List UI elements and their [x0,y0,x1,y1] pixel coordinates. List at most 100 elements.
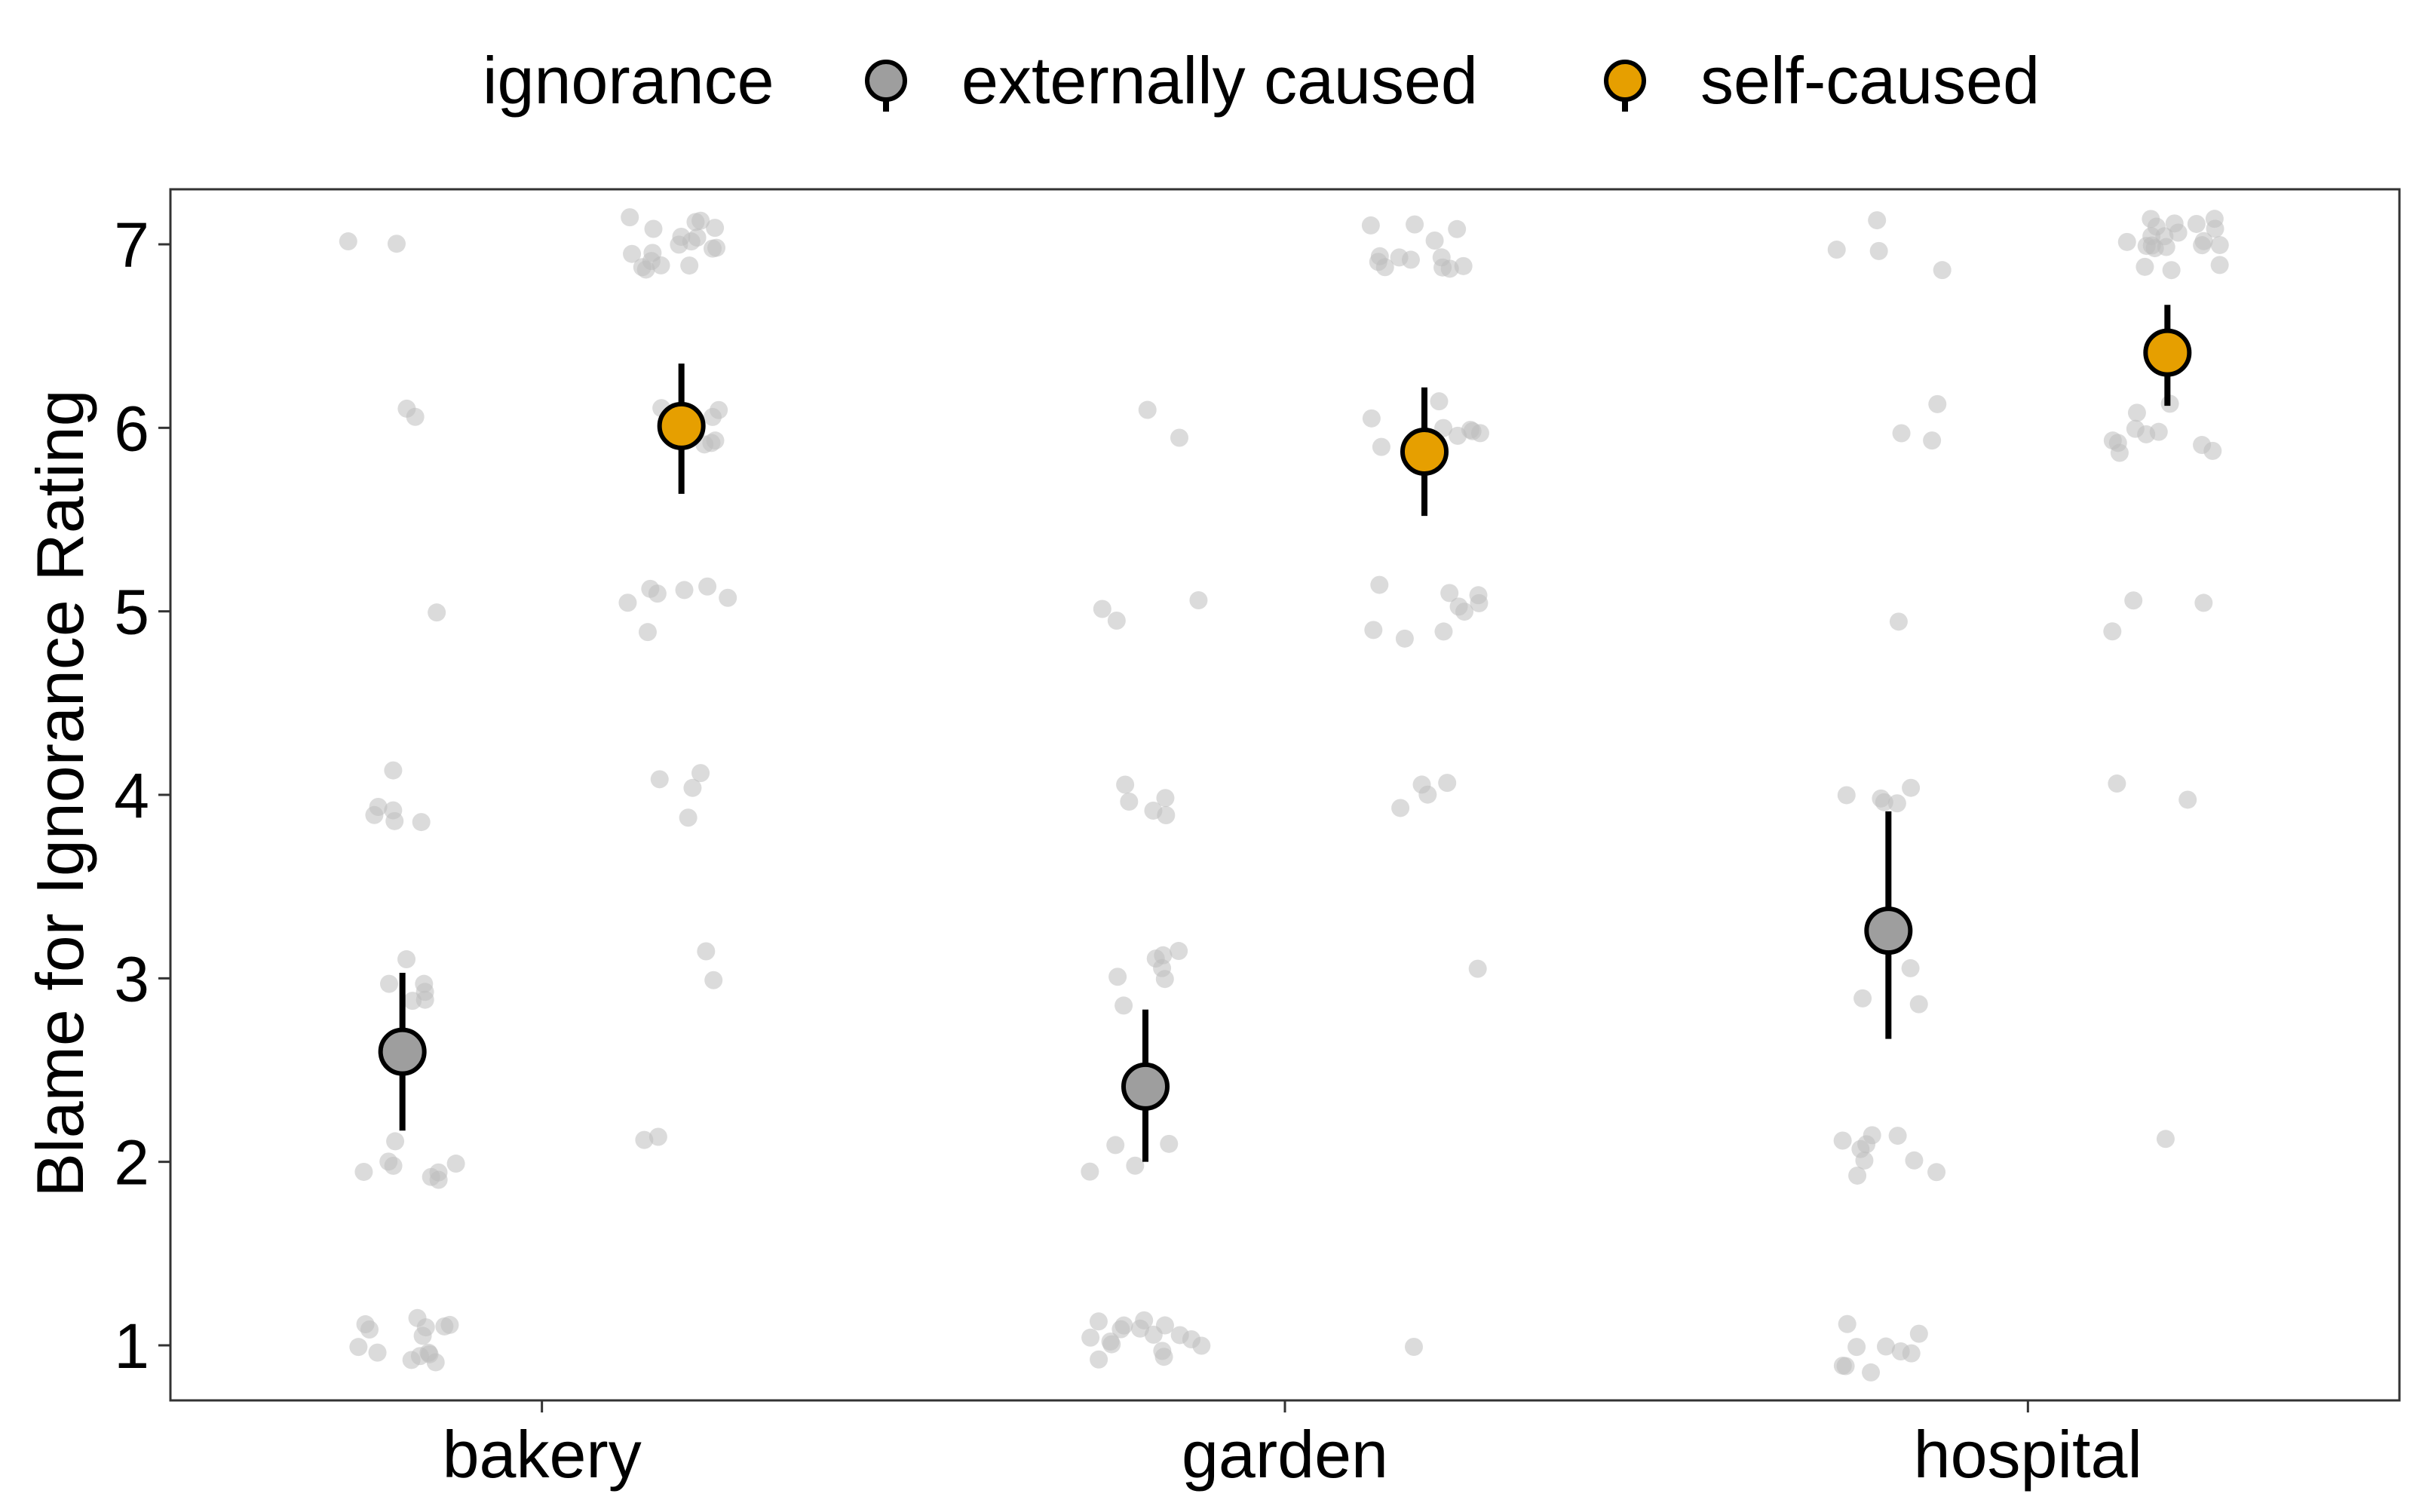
raw-point [698,577,717,596]
raw-point [1857,1135,1876,1154]
raw-point [1902,1344,1921,1363]
raw-point [623,244,642,263]
raw-point [1833,1131,1852,1150]
plot-panel [169,188,2401,1402]
raw-point [1837,786,1856,805]
raw-point [1463,422,1482,440]
raw-point [1090,1350,1108,1369]
raw-point [1838,1314,1857,1333]
raw-point [1892,424,1911,443]
raw-point [1395,629,1414,648]
raw-point [1448,219,1467,238]
raw-point [1868,211,1887,230]
raw-point [1454,256,1473,275]
y-tick-label: 2 [114,1127,149,1198]
raw-point [2108,434,2127,452]
mean-point [378,1027,427,1076]
raw-point [2149,422,2168,441]
raw-point [403,992,422,1011]
raw-point [2103,622,2122,641]
raw-point [1126,1156,1145,1175]
raw-point [1434,622,1453,641]
raw-points-layer [339,208,2229,1382]
raw-point [1872,789,1890,808]
raw-point [1362,409,1381,428]
raw-point [368,1343,387,1362]
raw-point [1862,1363,1881,1382]
raw-point [1853,989,1872,1007]
legend-entry-label: externally caused [961,43,1478,118]
raw-point [1433,258,1452,277]
raw-point [1372,437,1390,456]
raw-point [648,1127,667,1146]
raw-point [1106,1136,1125,1155]
raw-point [644,219,663,238]
raw-point [1406,215,1424,234]
raw-point [704,971,723,989]
raw-point [691,764,710,783]
raw-point [683,778,702,797]
raw-point [2156,1130,2175,1149]
raw-point [1470,593,1489,612]
raw-point [1107,611,1126,630]
raw-point [386,1132,405,1151]
raw-point [1902,778,1921,797]
raw-point [1847,1338,1866,1357]
raw-point [1115,1316,1133,1335]
raw-point [412,813,431,832]
raw-point [1170,942,1188,961]
raw-point [2193,436,2212,455]
raw-point [1154,946,1173,965]
raw-point [1933,261,1952,280]
raw-point [1155,970,1174,989]
raw-point [387,235,406,253]
raw-point [2194,232,2213,250]
raw-point [1170,1326,1189,1345]
raw-point [354,1162,373,1181]
raw-point [710,400,728,419]
raw-point [635,1130,654,1149]
raw-point [2194,593,2213,612]
raw-point [679,808,698,827]
raw-point [1189,591,1208,610]
y-tick-label: 3 [114,943,149,1014]
raw-point [641,579,660,598]
raw-point [1927,1163,1946,1182]
raw-point [2187,214,2206,233]
raw-point [1370,575,1389,594]
raw-point [1115,996,1133,1015]
mean-point [2143,328,2192,377]
raw-point [702,434,721,452]
raw-point [384,761,403,780]
raw-point [1404,1337,1423,1356]
raw-point [2136,257,2154,276]
raw-point [1928,394,1947,413]
y-tick-label: 6 [114,393,149,464]
raw-point [1370,247,1389,265]
raw-point [1876,1337,1895,1356]
y-axis-title: Blame for Ignorance Rating [23,389,97,1197]
raw-point [446,1155,465,1173]
raw-point [2127,403,2146,422]
raw-point [650,770,669,789]
raw-point [2117,232,2136,251]
raw-point [2162,261,2181,280]
raw-point [429,1163,448,1182]
raw-point [1905,1151,1924,1170]
raw-point [1418,785,1437,804]
x-tick-label: hospital [1914,1417,2142,1492]
raw-point [1089,1312,1108,1331]
raw-point [1391,799,1410,817]
raw-point [380,974,399,993]
x-tick-label: garden [1182,1417,1388,1492]
raw-point [415,983,434,1001]
mean-point [1400,427,1449,476]
raw-point [691,211,710,230]
raw-point [1156,789,1175,808]
raw-point [1855,1151,1874,1170]
raw-point [1144,1325,1163,1344]
raw-point [1153,1342,1172,1360]
y-tick-label: 7 [114,210,149,281]
